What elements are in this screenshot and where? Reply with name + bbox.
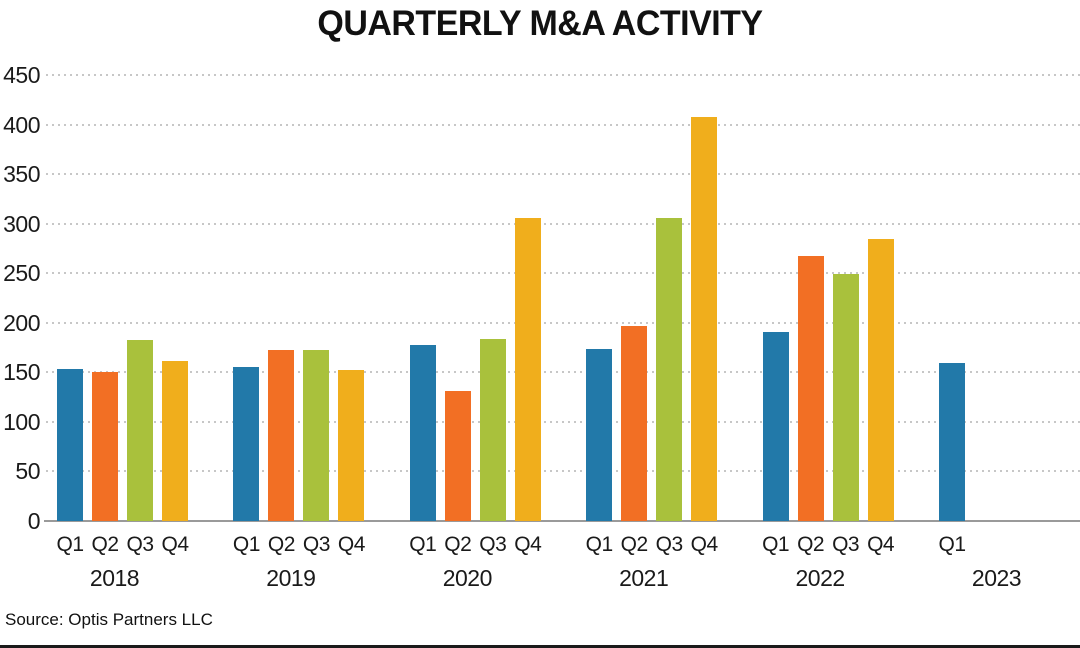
x-year-label-2021: 2021 [619, 565, 669, 591]
chart-title: QUARTERLY M&A ACTIVITY [317, 4, 763, 43]
gridline-300 [46, 222, 1080, 225]
y-tick-label-350: 350 [3, 161, 40, 188]
y-tick-label-150: 150 [3, 359, 40, 386]
bar-2022-q3 [832, 274, 859, 521]
x-year-label-2019: 2019 [266, 565, 316, 591]
bar-2022-q4 [867, 238, 894, 521]
x-tick-label-2022-q1: Q1 [762, 533, 790, 556]
x-tick-label-2018-q2: Q2 [91, 533, 119, 556]
x-tick-label-2022-q3: Q3 [832, 533, 860, 556]
x-tick-label-2019-q4: Q4 [337, 533, 366, 556]
x-year-label-2018: 2018 [89, 565, 140, 591]
y-tick-label-250: 250 [3, 260, 40, 287]
y-tick-label-50: 50 [15, 458, 40, 485]
bar-2021-q2 [621, 325, 648, 521]
x-tick-label-2021-q3: Q3 [655, 533, 684, 556]
x-tick-label-2020-q3: Q3 [479, 533, 507, 556]
y-tick-label-200: 200 [3, 309, 40, 336]
x-tick-label-2019-q1: Q1 [232, 533, 261, 556]
bar-2022-q2 [797, 256, 824, 521]
y-tick-label-0: 0 [27, 508, 41, 534]
x-tick-label-2020-q1: Q1 [409, 533, 437, 556]
source-note: Source: Optis Partners LLC [5, 610, 213, 629]
bar-2018-q3 [127, 339, 153, 521]
x-tick-label-2020-q2: Q2 [444, 533, 472, 556]
bar-2019-q3 [303, 349, 330, 521]
bar-2021-q4 [691, 116, 718, 521]
bar-2018-q2 [92, 372, 118, 521]
x-tick-label-2021-q4: Q4 [690, 533, 719, 556]
y-tick-label-100: 100 [3, 408, 40, 435]
bar-2018-q4 [162, 361, 188, 521]
bar-2020-q3 [479, 338, 506, 521]
gridline-200 [46, 321, 1080, 324]
gridline-100 [46, 420, 1080, 423]
bar-2019-q2 [268, 349, 295, 521]
x-tick-label-2022-q4: Q4 [867, 533, 895, 556]
bar-2019-q1 [233, 367, 260, 521]
bar-2021-q1 [586, 348, 613, 521]
bar-2020-q1 [409, 344, 436, 521]
x-tick-label-2023-q1: Q1 [938, 533, 966, 556]
bar-2023-q1 [939, 363, 965, 521]
gridline-250 [46, 272, 1080, 275]
bar-2022-q1 [762, 331, 789, 521]
bar-2019-q4 [338, 370, 365, 521]
bar-2020-q4 [514, 217, 541, 521]
gridline-150 [46, 371, 1080, 374]
x-axis-line [44, 520, 1080, 522]
x-year-label-2023: 2023 [971, 565, 1022, 591]
bar-2018-q1 [57, 369, 83, 521]
bar-2020-q2 [444, 391, 471, 521]
x-tick-label-2021-q2: Q2 [620, 533, 649, 556]
x-tick-label-2019-q2: Q2 [267, 533, 296, 556]
bar-2021-q3 [656, 217, 683, 521]
gridline-400 [46, 123, 1080, 126]
x-tick-label-2018-q1: Q1 [56, 533, 84, 556]
y-tick-label-400: 400 [3, 111, 40, 138]
gridline-350 [46, 173, 1080, 176]
gridline-50 [46, 470, 1080, 473]
x-year-label-2020: 2020 [442, 565, 493, 591]
x-tick-label-2020-q4: Q4 [514, 533, 542, 556]
x-tick-label-2018-q3: Q3 [126, 533, 154, 556]
bottom-rule [0, 645, 1080, 648]
x-tick-label-2021-q1: Q1 [585, 533, 614, 556]
y-tick-label-300: 300 [3, 210, 40, 237]
gridline-450 [46, 74, 1080, 76]
x-tick-label-2022-q2: Q2 [797, 533, 825, 556]
x-tick-label-2018-q4: Q4 [161, 533, 189, 556]
x-year-label-2022: 2022 [795, 565, 846, 591]
x-tick-label-2019-q3: Q3 [302, 533, 331, 556]
y-tick-label-450: 450 [3, 62, 40, 88]
